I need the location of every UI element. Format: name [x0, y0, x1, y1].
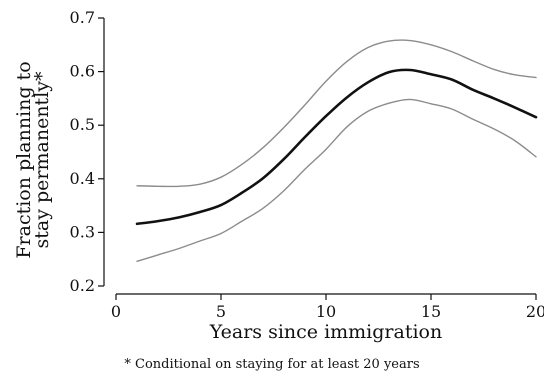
y-tick-label: 0.6: [70, 62, 95, 81]
y-ticks: 0.2 0.3 0.4 0.5 0.6 0.7: [70, 8, 104, 295]
x-axis-title: Years since immigration: [209, 321, 442, 343]
y-tick-label: 0.5: [70, 115, 95, 134]
x-ticks: 0 5 10 15 20: [111, 294, 544, 321]
upper-bound-line: [136, 39, 537, 188]
x-tick-label: 0: [111, 302, 121, 321]
y-axis-title-line1: Fraction planning to: [13, 61, 35, 258]
lower-bound-line: [136, 98, 537, 263]
x-tick-label: 15: [421, 302, 441, 321]
y-tick-label: 0.7: [70, 8, 95, 27]
footnote: * Conditional on staying for at least 20…: [124, 357, 419, 372]
estimate-line: [135, 68, 538, 226]
axes: 0.2 0.3 0.4 0.5 0.6 0.7 0 5 10 15 20: [70, 8, 544, 321]
x-tick-label: 5: [216, 302, 226, 321]
series-layer: [135, 39, 538, 263]
y-tick-label: 0.2: [70, 276, 95, 295]
y-tick-label: 0.3: [70, 222, 95, 241]
y-axis-title-line2: stay permanently*: [31, 71, 53, 248]
x-tick-label: 10: [316, 302, 336, 321]
y-tick-label: 0.4: [70, 169, 95, 188]
x-tick-label: 20: [526, 302, 544, 321]
